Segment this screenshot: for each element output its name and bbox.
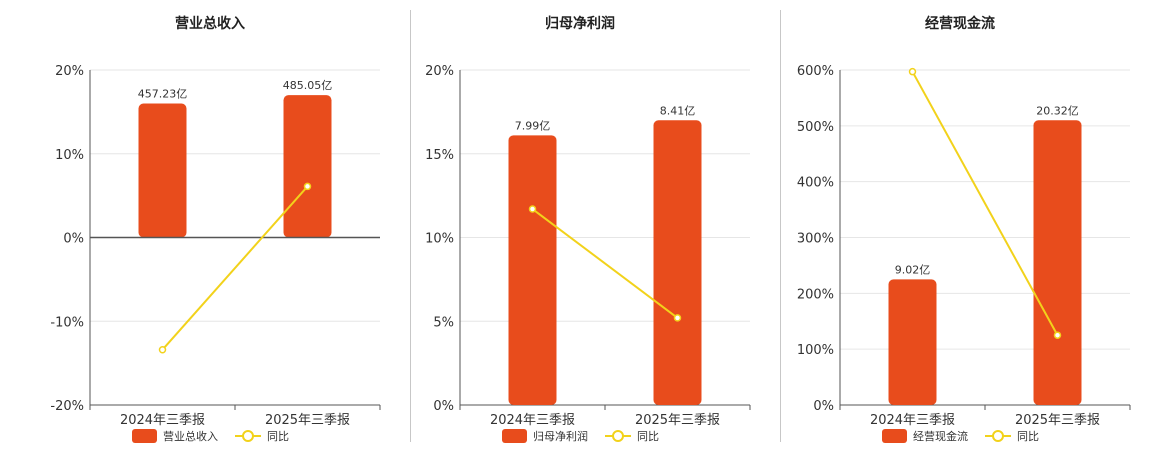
y-tick-label: 0%: [433, 399, 454, 414]
legend-bar-swatch: [502, 429, 527, 443]
y-tick-label: 20%: [425, 64, 454, 79]
x-category-label: 2025年三季报: [265, 413, 350, 428]
x-category-label: 2024年三季报: [870, 413, 955, 428]
y-tick-label: 5%: [433, 315, 454, 330]
bar: [283, 95, 332, 238]
y-tick-label: 0%: [63, 232, 84, 247]
legend-line-label: 同比: [267, 430, 289, 443]
yoy-point: [908, 67, 917, 76]
bar: [888, 279, 937, 405]
y-tick-label: 600%: [797, 64, 834, 79]
bar-value-label: 485.05亿: [283, 79, 333, 92]
yoy-line: [531, 208, 679, 319]
legend-bar-label: 经营现金流: [913, 429, 968, 443]
panel-divider: [410, 10, 411, 442]
y-tick-label: -10%: [50, 315, 84, 330]
bar-value-label: 9.02亿: [895, 263, 931, 276]
chart-title: 经营现金流: [925, 15, 995, 32]
yoy-point: [1053, 331, 1062, 339]
y-tick-label: -20%: [50, 399, 84, 414]
yoy-line: [161, 185, 309, 351]
x-category-label: 2025年三季报: [1015, 413, 1100, 428]
x-category-label: 2024年三季报: [120, 413, 205, 428]
yoy-point: [673, 314, 682, 322]
y-tick-label: 100%: [797, 343, 834, 358]
panel-divider: [780, 10, 781, 442]
y-tick-label: 300%: [797, 232, 834, 247]
bar-value-label: 20.32亿: [1036, 104, 1079, 117]
y-tick-label: 10%: [425, 232, 454, 247]
legend-bar-label: 营业总收入: [163, 429, 218, 443]
y-tick-label: 20%: [55, 64, 84, 79]
yoy-point: [528, 205, 537, 213]
chart-panel-cash-flow: 经营现金流 0% 100% 200% 300% 400% 500% 600% 9.02亿 20.3…: [770, 0, 1150, 450]
chart-title: 营业总收入: [175, 15, 245, 32]
y-tick-label: 10%: [55, 148, 84, 163]
legend-bar-swatch: [132, 429, 157, 443]
chart-panel-revenue: 营业总收入 -20% -10% 0% 10% 20% 457.23亿 485.05亿 2024年…: [20, 0, 400, 450]
chart-net-profit: 归母净利润 0% 5% 10% 15% 20% 7.99亿 8.41亿 2024年三季报 2025…: [425, 15, 751, 443]
bar: [653, 120, 702, 405]
legend-bar-label: 归母净利润: [533, 429, 588, 443]
legend-line-marker: [612, 430, 624, 442]
legend-line-label: 同比: [637, 430, 659, 443]
bar-value-label: 457.23亿: [138, 88, 188, 101]
legend-bar-swatch: [882, 429, 907, 443]
chart-revenue: 营业总收入 -20% -10% 0% 10% 20% 457.23亿 485.05亿 2024年…: [50, 15, 381, 443]
yoy-point: [158, 345, 167, 354]
legend-line-marker: [242, 430, 254, 442]
yoy-point: [303, 182, 312, 191]
y-tick-label: 500%: [797, 120, 834, 135]
bar: [508, 135, 557, 405]
bar: [138, 103, 187, 238]
legend-line-marker: [992, 430, 1004, 442]
y-tick-label: 0%: [813, 399, 834, 414]
yoy-line: [911, 71, 1059, 336]
chart-cash-flow: 经营现金流 0% 100% 200% 300% 400% 500% 600% 9.02亿 20.3…: [797, 15, 1131, 443]
y-tick-label: 400%: [797, 176, 834, 191]
y-tick-label: 200%: [797, 287, 834, 302]
chart-panel-net-profit: 归母净利润 0% 5% 10% 15% 20% 7.99亿 8.41亿 2024年三季报 2025…: [390, 0, 770, 450]
x-category-label: 2025年三季报: [635, 413, 720, 428]
bar-value-label: 7.99亿: [515, 119, 551, 132]
y-tick-label: 15%: [425, 148, 454, 163]
chart-title: 归母净利润: [545, 15, 615, 32]
x-category-label: 2024年三季报: [490, 413, 575, 428]
legend-line-label: 同比: [1017, 430, 1039, 443]
bar-value-label: 8.41亿: [660, 104, 696, 117]
bar: [1033, 120, 1082, 405]
